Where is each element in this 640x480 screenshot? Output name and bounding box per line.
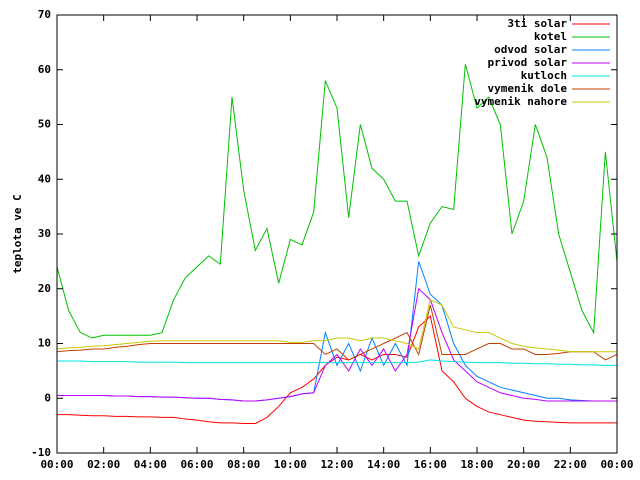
- x-tick-label: 16:00: [414, 458, 447, 471]
- y-tick-label: 40: [38, 172, 51, 185]
- y-tick-label: 20: [38, 282, 51, 295]
- y-tick-label: 50: [38, 118, 51, 131]
- y-tick-label: 70: [38, 8, 51, 21]
- legend-label: odvod solar: [494, 43, 567, 56]
- legend-label: vymenik dole: [488, 82, 568, 95]
- y-tick-label: 10: [38, 337, 51, 350]
- y-axis-label: teplota ve C: [11, 194, 24, 273]
- x-tick-label: 02:00: [87, 458, 120, 471]
- x-tick-label: 18:00: [460, 458, 493, 471]
- legend-label: kutloch: [521, 69, 567, 82]
- series-line: [57, 287, 617, 402]
- x-tick-label: 04:00: [134, 458, 167, 471]
- series-line: [56, 305, 618, 361]
- y-tick-label: 0: [44, 391, 51, 404]
- legend-label: vymenik nahore: [474, 95, 567, 108]
- series-line: [56, 298, 617, 353]
- x-tick-label: 00:00: [600, 458, 633, 471]
- x-tick-label: 00:00: [40, 458, 73, 471]
- x-tick-label: 14:00: [367, 458, 400, 471]
- series-line: [57, 315, 617, 424]
- plot-area: [56, 64, 618, 424]
- series-line: [56, 64, 618, 339]
- x-tick-label: 12:00: [320, 458, 353, 471]
- y-tick-label: -10: [31, 446, 51, 459]
- x-tick-label: 06:00: [180, 458, 213, 471]
- x-tick-label: 22:00: [554, 458, 587, 471]
- y-tick-label: 60: [38, 63, 51, 76]
- legend-label: kotel: [534, 30, 567, 43]
- x-tick-label: 08:00: [227, 458, 260, 471]
- legend-label: privod solar: [488, 56, 568, 69]
- series-line: [57, 359, 617, 366]
- y-tick-label: 30: [38, 227, 51, 240]
- legend-label: 3ti solar: [507, 17, 567, 30]
- x-tick-label: 10:00: [274, 458, 307, 471]
- x-tick-label: 20:00: [507, 458, 540, 471]
